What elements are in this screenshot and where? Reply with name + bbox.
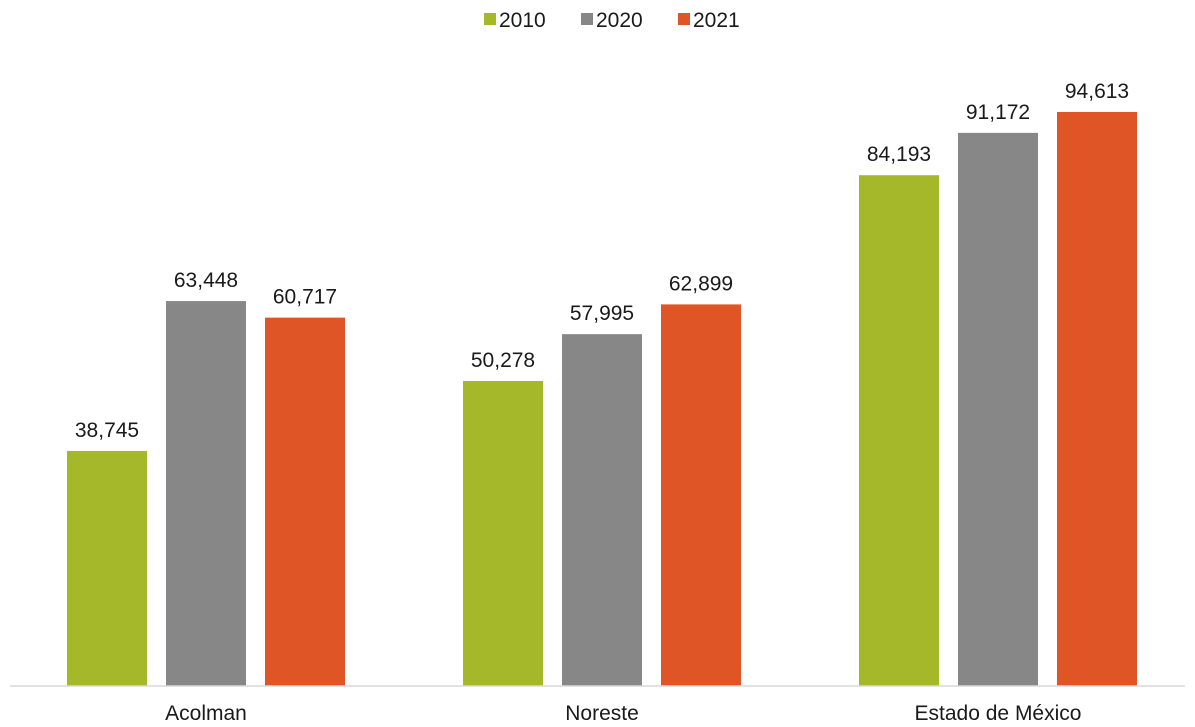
category-label-estado-de-mexico: Estado de México [915, 702, 1082, 725]
data-label-noreste-2010: 50,278 [471, 349, 535, 372]
data-label-estado-de-mexico-2010: 84,193 [867, 143, 931, 166]
data-label-noreste-2021: 62,899 [669, 272, 733, 295]
legend-label-2021: 2021 [693, 9, 740, 32]
bar-acolman-2010 [67, 450, 147, 686]
data-labels-group: 38,745 63,448 60,717 50,278 57,995 62,899 84,1… [75, 80, 1129, 442]
bar-estado-de-mexico-2020 [958, 132, 1038, 686]
bar-acolman-2021 [265, 317, 345, 686]
bar-noreste-2010 [463, 380, 543, 686]
category-label-noreste: Noreste [565, 702, 639, 725]
legend-label-2010: 2010 [499, 9, 546, 32]
bars-group [67, 111, 1137, 687]
data-label-acolman-2020: 63,448 [174, 269, 238, 292]
bar-noreste-2020 [562, 334, 642, 686]
data-label-acolman-2021: 60,717 [273, 286, 337, 309]
bar-acolman-2020 [166, 301, 246, 686]
data-label-estado-de-mexico-2021: 94,613 [1065, 80, 1129, 103]
category-label-acolman: Acolman [165, 702, 247, 725]
data-label-estado-de-mexico-2020: 91,172 [966, 101, 1030, 124]
legend-label-2020: 2020 [596, 9, 643, 32]
category-labels-group: Acolman Noreste Estado de México [165, 702, 1081, 725]
legend: 2010 2020 2021 [484, 9, 740, 32]
data-label-noreste-2020: 57,995 [570, 302, 634, 325]
legend-swatch-2020 [581, 13, 593, 25]
bar-noreste-2021 [661, 304, 741, 686]
bar-estado-de-mexico-2021 [1057, 111, 1137, 687]
data-label-acolman-2010: 38,745 [75, 419, 139, 442]
legend-swatch-2010 [484, 13, 496, 25]
legend-swatch-2021 [678, 13, 690, 25]
bar-estado-de-mexico-2010 [859, 175, 939, 687]
